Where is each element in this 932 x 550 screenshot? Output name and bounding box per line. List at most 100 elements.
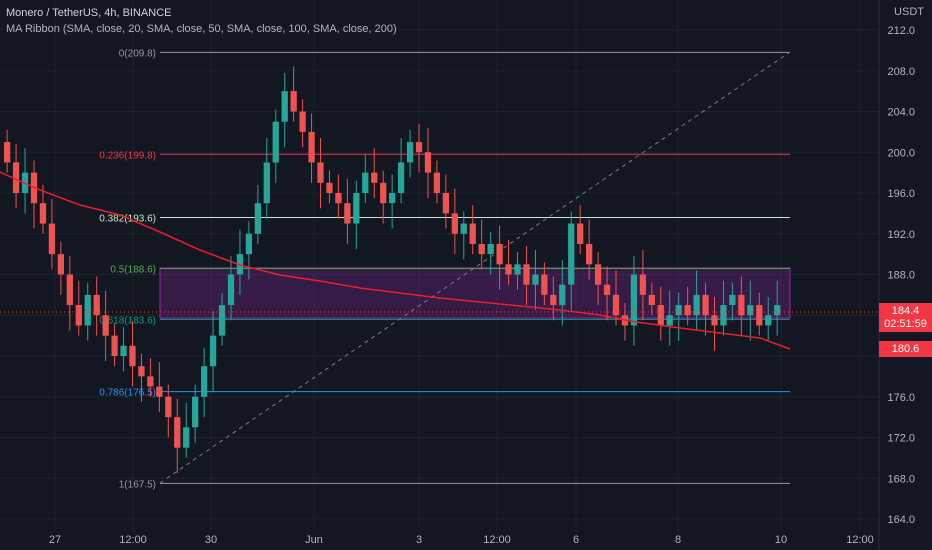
candle-body	[245, 233, 253, 255]
price-tick-label: 168.0	[887, 473, 915, 485]
time-tick-label: 12:00	[119, 534, 147, 546]
candle-body	[702, 294, 709, 316]
candle-body	[39, 203, 47, 224]
candle-body	[550, 294, 557, 306]
fib-retracement[interactable]: 0(209.8)0.236(199.8)0.382(193.6)0.5(188.…	[99, 48, 791, 490]
candle-body	[281, 91, 288, 122]
candle-body	[541, 274, 548, 295]
candle-body	[263, 162, 270, 204]
candle-body	[129, 345, 136, 367]
candle-body	[603, 284, 611, 295]
fib-level-label: 0.5(188.6)	[110, 264, 156, 275]
fib-level-label: 0.236(199.8)	[99, 150, 156, 161]
candle-body	[487, 243, 494, 255]
candle-body	[612, 294, 620, 316]
candle-body	[630, 274, 638, 326]
candle-body	[272, 121, 279, 163]
candle-body	[765, 315, 772, 326]
candle-body	[254, 203, 261, 234]
time-tick-label: 8	[675, 534, 681, 546]
candle-body	[720, 305, 727, 326]
time-tick-label: 3	[416, 534, 422, 546]
time-tick-label: Jun	[305, 534, 323, 546]
candle-body	[505, 264, 512, 275]
candle-body	[460, 223, 467, 234]
currency-label: USDT	[894, 6, 924, 18]
candle-body	[93, 294, 100, 316]
candle-body	[335, 193, 342, 204]
candle-body	[451, 213, 458, 234]
price-tick-label: 192.0	[887, 229, 915, 241]
candle-body	[514, 264, 521, 275]
price-tick-label: 212.0	[887, 25, 915, 37]
candle-body	[657, 305, 664, 326]
time-tick-label: 12:00	[483, 534, 511, 546]
candle-body	[478, 243, 485, 255]
candle-body	[738, 294, 745, 316]
candle-body	[729, 294, 736, 306]
candle-body	[774, 305, 781, 316]
candles	[4, 66, 781, 474]
candle-body	[756, 305, 763, 326]
time-tick-label: 10	[775, 534, 787, 546]
candle-body	[102, 315, 109, 336]
candle-body	[559, 284, 566, 306]
candle-body	[693, 294, 700, 316]
current-price-value: 184.4	[891, 305, 920, 317]
price-tick-label: 176.0	[887, 392, 915, 404]
candle-body	[442, 193, 450, 214]
candle-body	[317, 162, 324, 183]
candle-body	[344, 203, 351, 224]
candle-body	[66, 274, 73, 306]
candle-body	[290, 91, 297, 112]
candle-body	[389, 193, 396, 204]
candle-body	[711, 315, 718, 326]
candle-body	[192, 396, 199, 428]
price-tick-label: 196.0	[887, 188, 915, 200]
candle-body	[424, 152, 432, 173]
candle-body	[4, 142, 11, 163]
price-tick-label: 172.0	[887, 433, 915, 445]
candle-body	[666, 315, 673, 326]
price-tick-label: 188.0	[887, 270, 915, 282]
candle-body	[371, 172, 378, 183]
candle-body	[138, 366, 145, 377]
symbol-title[interactable]: Monero / TetherUS, 4h, BINANCE	[6, 7, 172, 19]
candle-body	[380, 182, 387, 204]
candle-body	[183, 427, 190, 448]
ma-ribbon-line	[0, 171, 791, 350]
price-tick-label: 200.0	[887, 147, 915, 159]
candle-body	[111, 335, 118, 356]
candle-body	[353, 193, 360, 224]
price-tick-label: 208.0	[887, 66, 915, 78]
candle-body	[469, 223, 476, 244]
price-tick-label: 204.0	[887, 107, 915, 119]
candle-body	[747, 305, 754, 316]
bar-countdown: 02:51:59	[884, 318, 927, 330]
indicator-legend[interactable]: MA Ribbon (SMA, close, 20, SMA, close, 5…	[6, 23, 397, 35]
fib-level-label: 0.618(183.6)	[99, 315, 156, 326]
time-tick-label: 30	[205, 534, 217, 546]
candle-body	[57, 254, 64, 275]
candle-body	[174, 417, 181, 448]
time-tick-label: 27	[49, 534, 61, 546]
candle-body	[308, 131, 315, 163]
candle-body	[594, 264, 602, 285]
candle-body	[639, 274, 647, 295]
candle-body	[648, 294, 655, 306]
candle-body	[433, 172, 441, 193]
candle-body	[586, 243, 593, 265]
candle-body	[147, 376, 154, 387]
candle-body	[523, 264, 530, 285]
candle-body	[362, 172, 369, 193]
candle-body	[12, 162, 20, 193]
fib-level-label: 1(167.5)	[119, 479, 156, 490]
candle-body	[218, 305, 226, 336]
candle-body	[397, 162, 405, 193]
grid	[0, 0, 880, 550]
axes: 212.0208.0204.0200.0196.0192.0188.0184.0…	[49, 25, 915, 546]
candle-body	[156, 386, 163, 397]
time-tick-label: 6	[573, 534, 579, 546]
current-price-tag: 184.4 02:51:59	[879, 303, 932, 332]
